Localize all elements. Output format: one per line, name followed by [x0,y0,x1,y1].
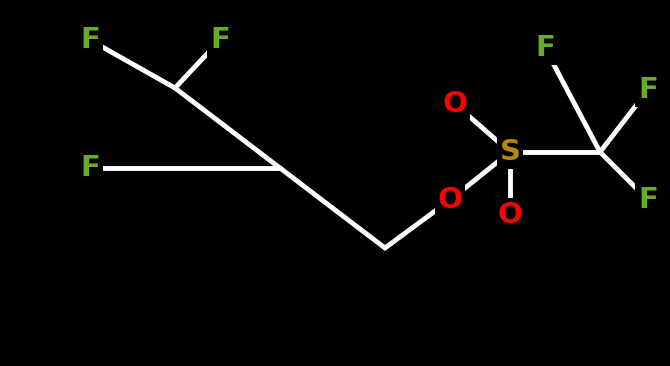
Text: S: S [500,138,521,166]
Text: O: O [443,90,468,118]
Text: F: F [535,34,555,62]
Text: F: F [210,26,230,54]
Text: F: F [638,186,658,214]
Text: F: F [80,26,100,54]
Text: O: O [438,186,462,214]
Text: F: F [80,154,100,182]
Text: F: F [638,76,658,104]
Text: O: O [498,201,523,229]
